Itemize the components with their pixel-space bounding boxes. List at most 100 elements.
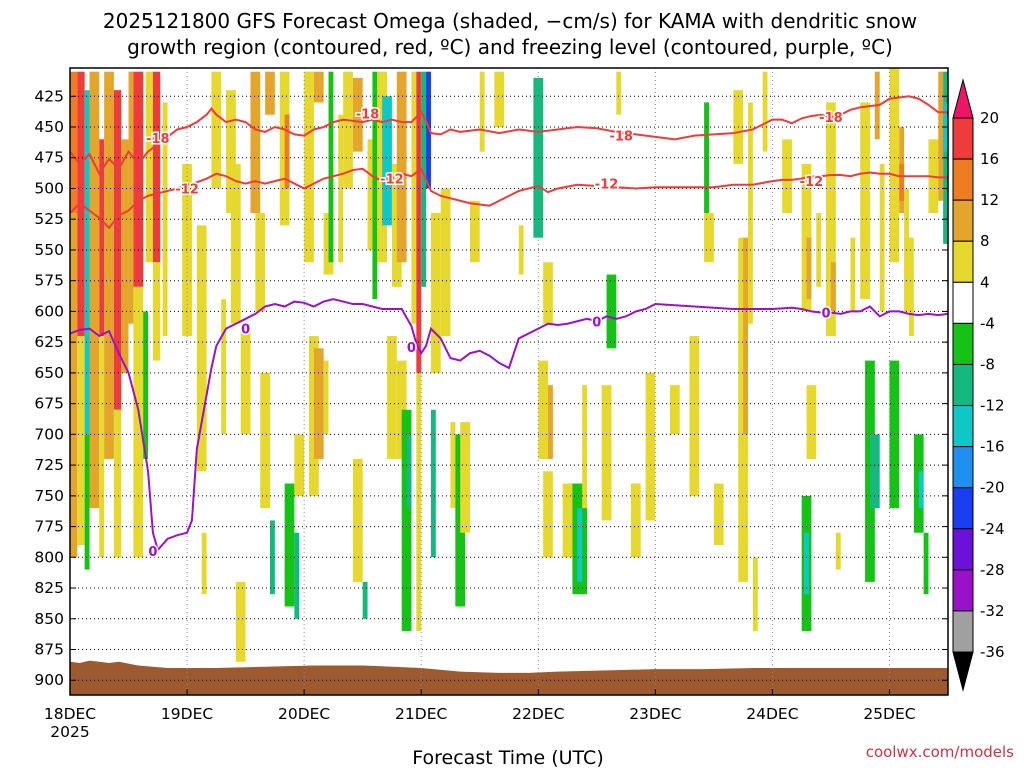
- omega-cell-15: [133, 286, 144, 558]
- omega-cell-100: [752, 557, 758, 632]
- omega-cell-124: [913, 434, 924, 533]
- colorbar-bin-11: [952, 569, 974, 612]
- omega-cell-88: [616, 71, 622, 115]
- colorbar-label-10: -24: [980, 520, 1005, 538]
- colorbar-bin-4: [952, 281, 974, 324]
- omega-cell-84: [577, 508, 583, 582]
- dgz-contour--12-label-1: -12: [380, 173, 404, 188]
- chart-title-line-1: 2025121800 GFS Forecast Omega (shaded, −…: [103, 9, 917, 33]
- omega-cell-94: [704, 213, 714, 263]
- colorbar-bin-1: [952, 158, 974, 201]
- omega-cell-19: [152, 262, 161, 361]
- omega-cell-0: [70, 71, 78, 214]
- omega-cell-62: [411, 71, 417, 324]
- omega-cell-89: [630, 483, 641, 558]
- omega-cell-74: [479, 71, 485, 152]
- omega-cell-45: [323, 360, 329, 435]
- y-tick-label-600: 600: [34, 302, 64, 320]
- omega-cell-95: [713, 483, 724, 546]
- colorbar-extend-bottom: [952, 651, 974, 692]
- omega-cell-11: [113, 409, 122, 558]
- omega-cell-7: [99, 139, 105, 337]
- omega-cell-122: [899, 163, 905, 201]
- omega-cell-41: [313, 71, 324, 103]
- omega-cell-78: [538, 360, 549, 459]
- omega-cell-125: [918, 471, 924, 509]
- y-tick-label-700: 700: [34, 425, 64, 443]
- omega-cell-1: [70, 213, 78, 558]
- axes: 425 450 475 500 525 550 575 600 625 650 675 700 725 7…: [34, 67, 949, 723]
- omega-cell-98: [743, 237, 749, 435]
- y-tick-label-850: 850: [34, 610, 64, 628]
- omega-cell-123: [908, 237, 914, 337]
- y-tick-label-675: 675: [34, 395, 64, 413]
- omega-cell-47: [338, 114, 344, 263]
- omega-cell-111: [835, 532, 841, 570]
- omega-cell-39: [294, 532, 300, 619]
- y-tick-label-875: 875: [34, 641, 64, 659]
- colorbar-label-11: -28: [980, 561, 1005, 579]
- omega-cell-60: [401, 409, 412, 632]
- omega-cell-86: [601, 385, 612, 521]
- omega-cell-18: [152, 71, 161, 263]
- omega-cell-49: [352, 77, 363, 152]
- omega-cell-59: [396, 360, 407, 459]
- colorbar-label-1: 16: [980, 150, 999, 168]
- x-tick-label-24DEC: 24DEC: [746, 705, 798, 723]
- omega-cell-65: [421, 71, 427, 287]
- omega-cell-38: [294, 434, 305, 496]
- omega-cell-16: [143, 311, 149, 459]
- y-tick-label-650: 650: [34, 364, 64, 382]
- omega-cell-56: [387, 336, 397, 459]
- freezing-level-contour-line: [70, 298, 948, 552]
- x-axis-title: Forecast Time (UTC): [412, 747, 603, 768]
- y-tick-label-900: 900: [34, 671, 64, 689]
- colorbar-label-5: -4: [980, 314, 995, 332]
- omega-cell-5: [84, 434, 90, 570]
- omega-cell-126: [923, 532, 929, 595]
- omega-cell-67: [430, 213, 441, 373]
- y-tick-label-475: 475: [34, 149, 64, 167]
- x-tick-label-22DEC: 22DEC: [512, 705, 564, 723]
- omega-cell-55: [382, 96, 392, 226]
- omega-cell-91: [669, 385, 680, 435]
- omega-cell-33: [260, 372, 270, 509]
- omega-cell-9: [104, 71, 114, 459]
- omega-cell-68: [430, 409, 436, 558]
- omega-cell-25: [221, 299, 227, 435]
- y-tick-label-725: 725: [34, 456, 64, 474]
- omega-cell-79: [543, 262, 553, 324]
- omega-cell-112: [850, 237, 856, 312]
- omega-cell-76: [518, 225, 524, 275]
- omega-cell-4: [84, 90, 90, 435]
- x-tick-label-21DEC: 21DEC: [395, 705, 447, 723]
- dgz-contour--18-label-3: -18: [819, 111, 843, 126]
- omega-cell-99: [748, 102, 753, 324]
- omega-cell-63: [416, 71, 422, 373]
- omega-cell-80: [543, 471, 553, 558]
- omega-cell-90: [645, 372, 656, 521]
- y-tick-label-450: 450: [34, 118, 64, 136]
- colorbar: 20 16 12 8 4 -4 -8 -12 -16 -20 -24 -28 -32 -36: [952, 78, 1005, 692]
- freezing-level-contour-label-1: 0: [241, 323, 250, 338]
- dgz-contour--18-label-0: -18: [146, 132, 170, 147]
- colorbar-bin-3: [952, 240, 974, 283]
- freezing-level-contour-label-4: 0: [822, 307, 831, 322]
- colorbar-bin-9: [952, 487, 974, 530]
- dgz-contour--12-label-3: -12: [800, 175, 824, 190]
- colorbar-bin-12: [952, 610, 974, 653]
- colorbar-label-12: -32: [980, 602, 1005, 620]
- colorbar-label-4: 4: [980, 273, 990, 291]
- y-tick-label-800: 800: [34, 548, 64, 566]
- omega-cell-30: [250, 71, 261, 214]
- omega-cell-107: [804, 532, 809, 595]
- omega-cell-24: [211, 71, 222, 189]
- omega-cell-69: [440, 188, 451, 337]
- omega-cell-23: [201, 532, 207, 595]
- omega-cell-6: [89, 71, 100, 509]
- colorbar-bin-0: [952, 117, 974, 160]
- colorbar-label-2: 12: [980, 191, 999, 209]
- omega-cell-13: [128, 71, 134, 324]
- omega-cell-40: [304, 71, 314, 263]
- omega-cell-72: [460, 422, 470, 533]
